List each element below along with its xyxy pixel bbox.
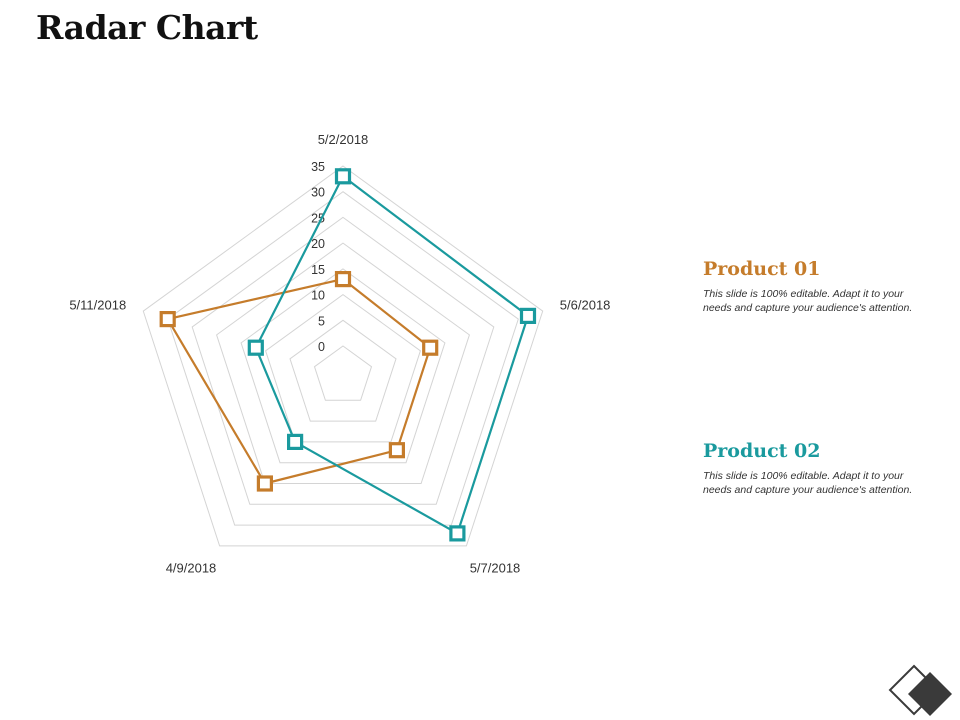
axis-tick-label: 0	[318, 340, 325, 354]
grid-ring	[142, 165, 544, 547]
legend-product-01: Product 01 This slide is 100% editable. …	[703, 258, 928, 315]
data-point	[247, 339, 264, 356]
grid-ring	[289, 319, 397, 422]
legend-description-product-01: This slide is 100% editable. Adapt it to…	[703, 288, 913, 314]
data-point	[388, 442, 405, 459]
diamond-logo-icon	[888, 664, 952, 716]
data-point	[422, 339, 439, 356]
grid-ring	[191, 216, 495, 505]
data-point	[159, 311, 176, 328]
category-label: 4/9/2018	[166, 561, 217, 576]
grid-ring	[313, 345, 373, 401]
axis-tick-label: 10	[311, 289, 325, 303]
axis-tick-label: 35	[311, 160, 325, 174]
series-1	[159, 271, 439, 492]
category-label: 5/2/2018	[318, 132, 369, 147]
data-point	[256, 475, 273, 492]
axis-tick-label: 15	[311, 263, 325, 277]
series-2	[247, 168, 537, 542]
data-point	[334, 168, 352, 185]
legend-product-02: Product 02 This slide is 100% editable. …	[703, 440, 928, 497]
legend-title-product-01: Product 01	[703, 258, 821, 280]
data-point	[519, 307, 537, 324]
category-label: 5/6/2018	[560, 298, 611, 313]
grid-ring	[240, 268, 446, 464]
grid-ring	[265, 293, 421, 443]
axis-tick-label: 20	[311, 237, 325, 251]
legend-title-product-02: Product 02	[703, 440, 821, 462]
series-line	[254, 175, 530, 535]
legend-description-product-02: This slide is 100% editable. Adapt it to…	[703, 470, 913, 496]
category-label: 5/7/2018	[470, 561, 521, 576]
axis-tick-label: 25	[311, 211, 325, 225]
category-label: 5/11/2018	[69, 298, 126, 313]
radar-grid	[142, 165, 544, 547]
axis-tick-label: 5	[318, 314, 325, 328]
category-labels: 5/2/2018 5/6/2018 5/7/2018 4/9/2018 5/11/201…	[69, 132, 610, 576]
data-point	[334, 271, 352, 288]
axis-tick-label: 30	[311, 186, 325, 200]
series-line	[166, 278, 432, 485]
data-point	[449, 525, 466, 542]
data-point	[287, 433, 304, 450]
slide-title: Radar Chart	[36, 8, 258, 47]
radial-axis-ticks: 0 5 10 15 20 25 30 35	[311, 160, 325, 354]
radar-series	[159, 168, 537, 542]
grid-ring	[216, 242, 470, 484]
grid-ring	[167, 191, 519, 526]
